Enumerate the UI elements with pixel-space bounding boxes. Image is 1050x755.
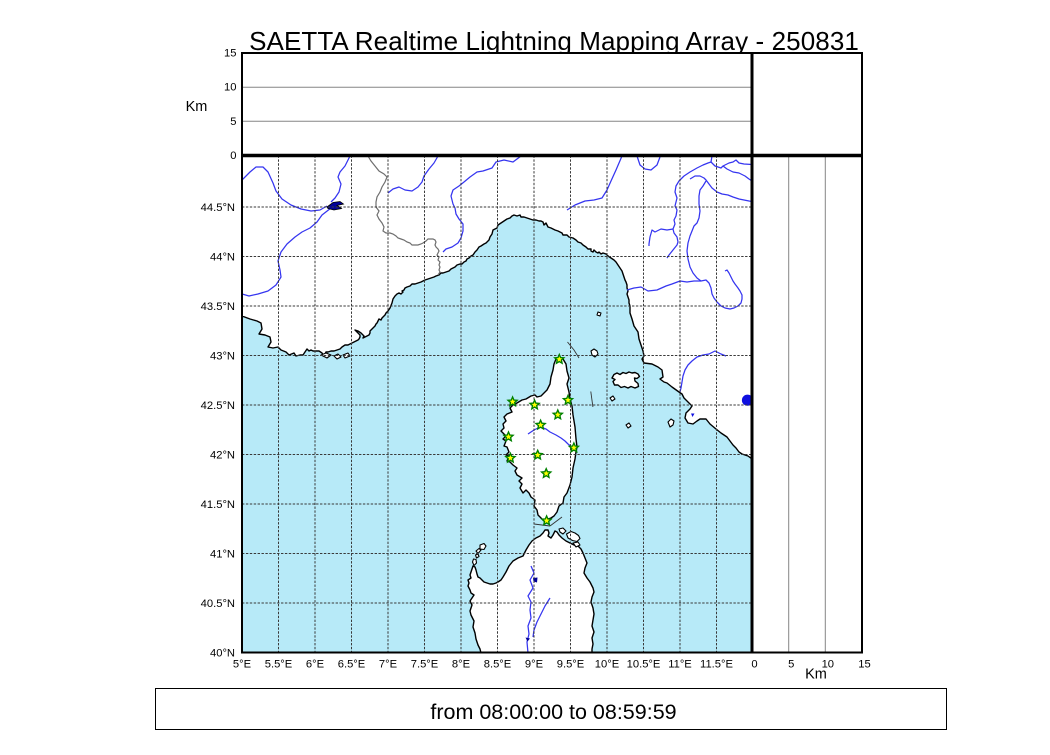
svg-text:43°N: 43°N [210,350,235,362]
svg-text:0: 0 [230,150,236,162]
svg-text:5: 5 [788,659,794,671]
svg-text:SAETTA Realtime Lightning Mapp: SAETTA Realtime Lightning Mapping Array … [249,26,859,56]
svg-text:5.5°E: 5.5°E [265,659,293,671]
svg-text:Km: Km [805,667,827,683]
svg-text:9.5°E: 9.5°E [557,659,585,671]
svg-text:41°N: 41°N [210,548,235,560]
svg-text:9°E: 9°E [525,659,543,671]
svg-text:43.5°N: 43.5°N [201,301,235,313]
svg-text:42°N: 42°N [210,449,235,461]
svg-text:6°E: 6°E [306,659,324,671]
svg-text:44°N: 44°N [210,251,235,263]
svg-text:8°E: 8°E [452,659,470,671]
svg-text:5°E: 5°E [233,659,251,671]
svg-text:8.5°E: 8.5°E [484,659,512,671]
svg-text:10: 10 [224,82,236,94]
svg-text:10: 10 [822,659,834,671]
svg-text:11°E: 11°E [668,659,692,671]
svg-text:44.5°N: 44.5°N [201,202,235,214]
svg-text:42.5°N: 42.5°N [201,400,235,412]
svg-text:10.5°E: 10.5°E [627,659,661,671]
svg-text:Km: Km [186,99,208,115]
svg-text:15: 15 [224,48,236,60]
svg-text:6.5°E: 6.5°E [338,659,366,671]
svg-text:15: 15 [858,659,870,671]
svg-text:7.5°E: 7.5°E [411,659,439,671]
svg-text:7°E: 7°E [379,659,397,671]
svg-text:40.5°N: 40.5°N [201,598,235,610]
svg-text:from 08:00:00 to 08:59:59: from 08:00:00 to 08:59:59 [430,700,676,724]
svg-text:40°N: 40°N [210,647,235,659]
svg-text:0: 0 [751,659,757,671]
svg-text:10°E: 10°E [595,659,619,671]
svg-text:41.5°N: 41.5°N [201,499,235,511]
svg-text:11.5°E: 11.5°E [700,659,733,671]
svg-text:5: 5 [230,116,236,128]
